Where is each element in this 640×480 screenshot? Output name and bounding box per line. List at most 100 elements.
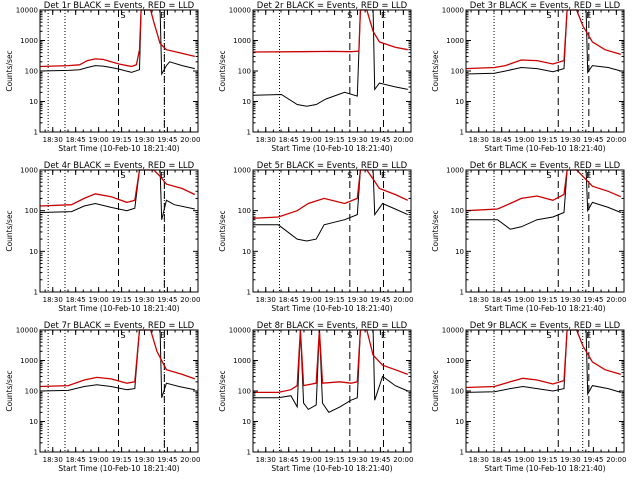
x-tick-label: 19:30: [560, 136, 580, 144]
marker-e-label: E: [381, 11, 386, 20]
plot-frame: [39, 169, 199, 293]
series-lld-line: [252, 169, 409, 219]
y-tick-label: 10: [29, 98, 38, 106]
panel-6r: Det 6r BLACK = Events, RED = LLD 1 10 100 10…: [431, 161, 626, 313]
x-tick-label: 19:00: [89, 296, 109, 304]
x-tick-label: 19:15: [324, 296, 344, 304]
x-tick-label: 19:30: [347, 456, 367, 464]
x-axis-label: Start Time (10-Feb-10 18:21:40): [484, 464, 605, 473]
plot-frame: [39, 9, 199, 133]
x-axis-label: Start Time (10-Feb-10 18:21:40): [271, 304, 392, 313]
x-tick-label: 19:45: [370, 456, 390, 464]
y-tick-label: 100: [451, 68, 464, 76]
marker-e-label: E: [160, 331, 165, 340]
plot-frame: [252, 169, 412, 293]
x-tick-label: 19:30: [134, 136, 154, 144]
x-tick-label: 19:45: [157, 456, 177, 464]
y-tick-label: 10000: [16, 7, 38, 15]
marker-e-label: E: [160, 171, 165, 180]
plot-frame: [252, 9, 412, 133]
x-tick-label: 19:45: [583, 136, 603, 144]
panel-title: Det 3r BLACK = Events, RED = LLD: [470, 1, 621, 11]
x-tick-label: 19:00: [89, 456, 109, 464]
y-tick-label: 1: [34, 449, 38, 457]
marker-e-label: E: [586, 11, 591, 20]
x-tick-label: 19:15: [111, 296, 131, 304]
x-tick-label: 20:00: [393, 456, 413, 464]
panel-title: Det 8r BLACK = Events, RED = LLD: [257, 321, 408, 331]
x-tick-label: 19:30: [560, 296, 580, 304]
y-tick-label: 1000: [20, 357, 38, 365]
marker-s-label: S: [121, 11, 126, 20]
x-tick-label: 19:30: [347, 136, 367, 144]
series-events-line: [465, 329, 621, 396]
y-tick-label: 100: [25, 68, 38, 76]
x-tick-label: 20:00: [180, 456, 200, 464]
y-tick-label: 1: [460, 289, 464, 297]
x-tick-label: 19:00: [515, 136, 535, 144]
x-axis-label: Start Time (10-Feb-10 18:21:40): [271, 464, 392, 473]
x-tick-label: 19:15: [537, 136, 557, 144]
x-tick-label: 19:15: [324, 456, 344, 464]
x-axis-label: Start Time (10-Feb-10 18:21:40): [484, 144, 605, 153]
series-events-line: [465, 9, 621, 75]
y-tick-label: 100: [238, 68, 251, 76]
x-axis-label: Start Time (10-Feb-10 18:21:40): [58, 464, 179, 473]
series-events-line: [466, 169, 621, 230]
x-tick-label: 18:30: [256, 296, 276, 304]
x-tick-label: 19:30: [134, 456, 154, 464]
marker-s-label: S: [347, 11, 352, 20]
panel-3r: Det 3r BLACK = Events, RED = LLD 1 10 100 10…: [431, 1, 626, 153]
x-tick-label: 18:45: [279, 296, 299, 304]
series-events-line: [39, 329, 195, 398]
x-tick-label: 18:45: [492, 296, 512, 304]
y-tick-label: 1000: [20, 167, 38, 175]
x-tick-label: 19:45: [370, 136, 390, 144]
x-tick-label: 20:00: [606, 136, 626, 144]
x-tick-label: 18:45: [66, 136, 86, 144]
y-axis-label: Counts/sec: [218, 370, 227, 411]
x-tick-label: 19:00: [515, 296, 535, 304]
x-tick-label: 19:15: [111, 136, 131, 144]
x-tick-label: 19:15: [324, 136, 344, 144]
plot-frame: [465, 329, 625, 453]
series-lld-line: [39, 9, 195, 68]
y-tick-label: 10: [29, 248, 38, 256]
y-tick-label: 100: [238, 207, 251, 215]
panel-2r: Det 2r BLACK = Events, RED = LLD 1 10 100 10…: [218, 1, 413, 153]
series-events-line: [39, 169, 195, 220]
x-tick-label: 19:30: [560, 456, 580, 464]
panel-4r: Det 4r BLACK = Events, RED = LLD 1 10 100 10…: [5, 161, 200, 313]
panel-title: Det 5r BLACK = Events, RED = LLD: [257, 161, 408, 171]
y-tick-label: 10000: [16, 327, 38, 335]
marker-e-label: E: [586, 171, 591, 180]
y-tick-label: 1000: [446, 37, 464, 45]
y-tick-label: 100: [25, 207, 38, 215]
x-tick-label: 18:30: [469, 456, 489, 464]
marker-s-label: S: [121, 171, 126, 180]
y-tick-label: 10: [242, 98, 251, 106]
x-tick-label: 18:45: [279, 456, 299, 464]
x-tick-label: 19:45: [583, 456, 603, 464]
x-tick-label: 18:45: [492, 136, 512, 144]
x-tick-label: 20:00: [606, 296, 626, 304]
series-lld-line: [39, 169, 196, 207]
marker-s-label: S: [121, 331, 126, 340]
x-tick-label: 20:00: [393, 136, 413, 144]
x-tick-label: 19:15: [111, 456, 131, 464]
x-tick-label: 18:30: [469, 296, 489, 304]
panel-title: Det 2r BLACK = Events, RED = LLD: [257, 1, 408, 11]
y-tick-label: 1: [247, 129, 251, 137]
x-tick-label: 18:30: [256, 456, 276, 464]
y-tick-label: 1: [460, 129, 464, 137]
panel-5r: Det 5r BLACK = Events, RED = LLD 1 10 100 10…: [218, 161, 413, 313]
series-events-line: [252, 9, 408, 107]
series-lld-line: [253, 329, 409, 394]
series-lld-line: [465, 169, 622, 212]
marker-s-label: S: [347, 171, 352, 180]
plot-frame: [39, 329, 199, 453]
series-lld-line: [465, 9, 621, 70]
x-tick-label: 18:30: [43, 136, 63, 144]
y-tick-label: 100: [25, 388, 38, 396]
